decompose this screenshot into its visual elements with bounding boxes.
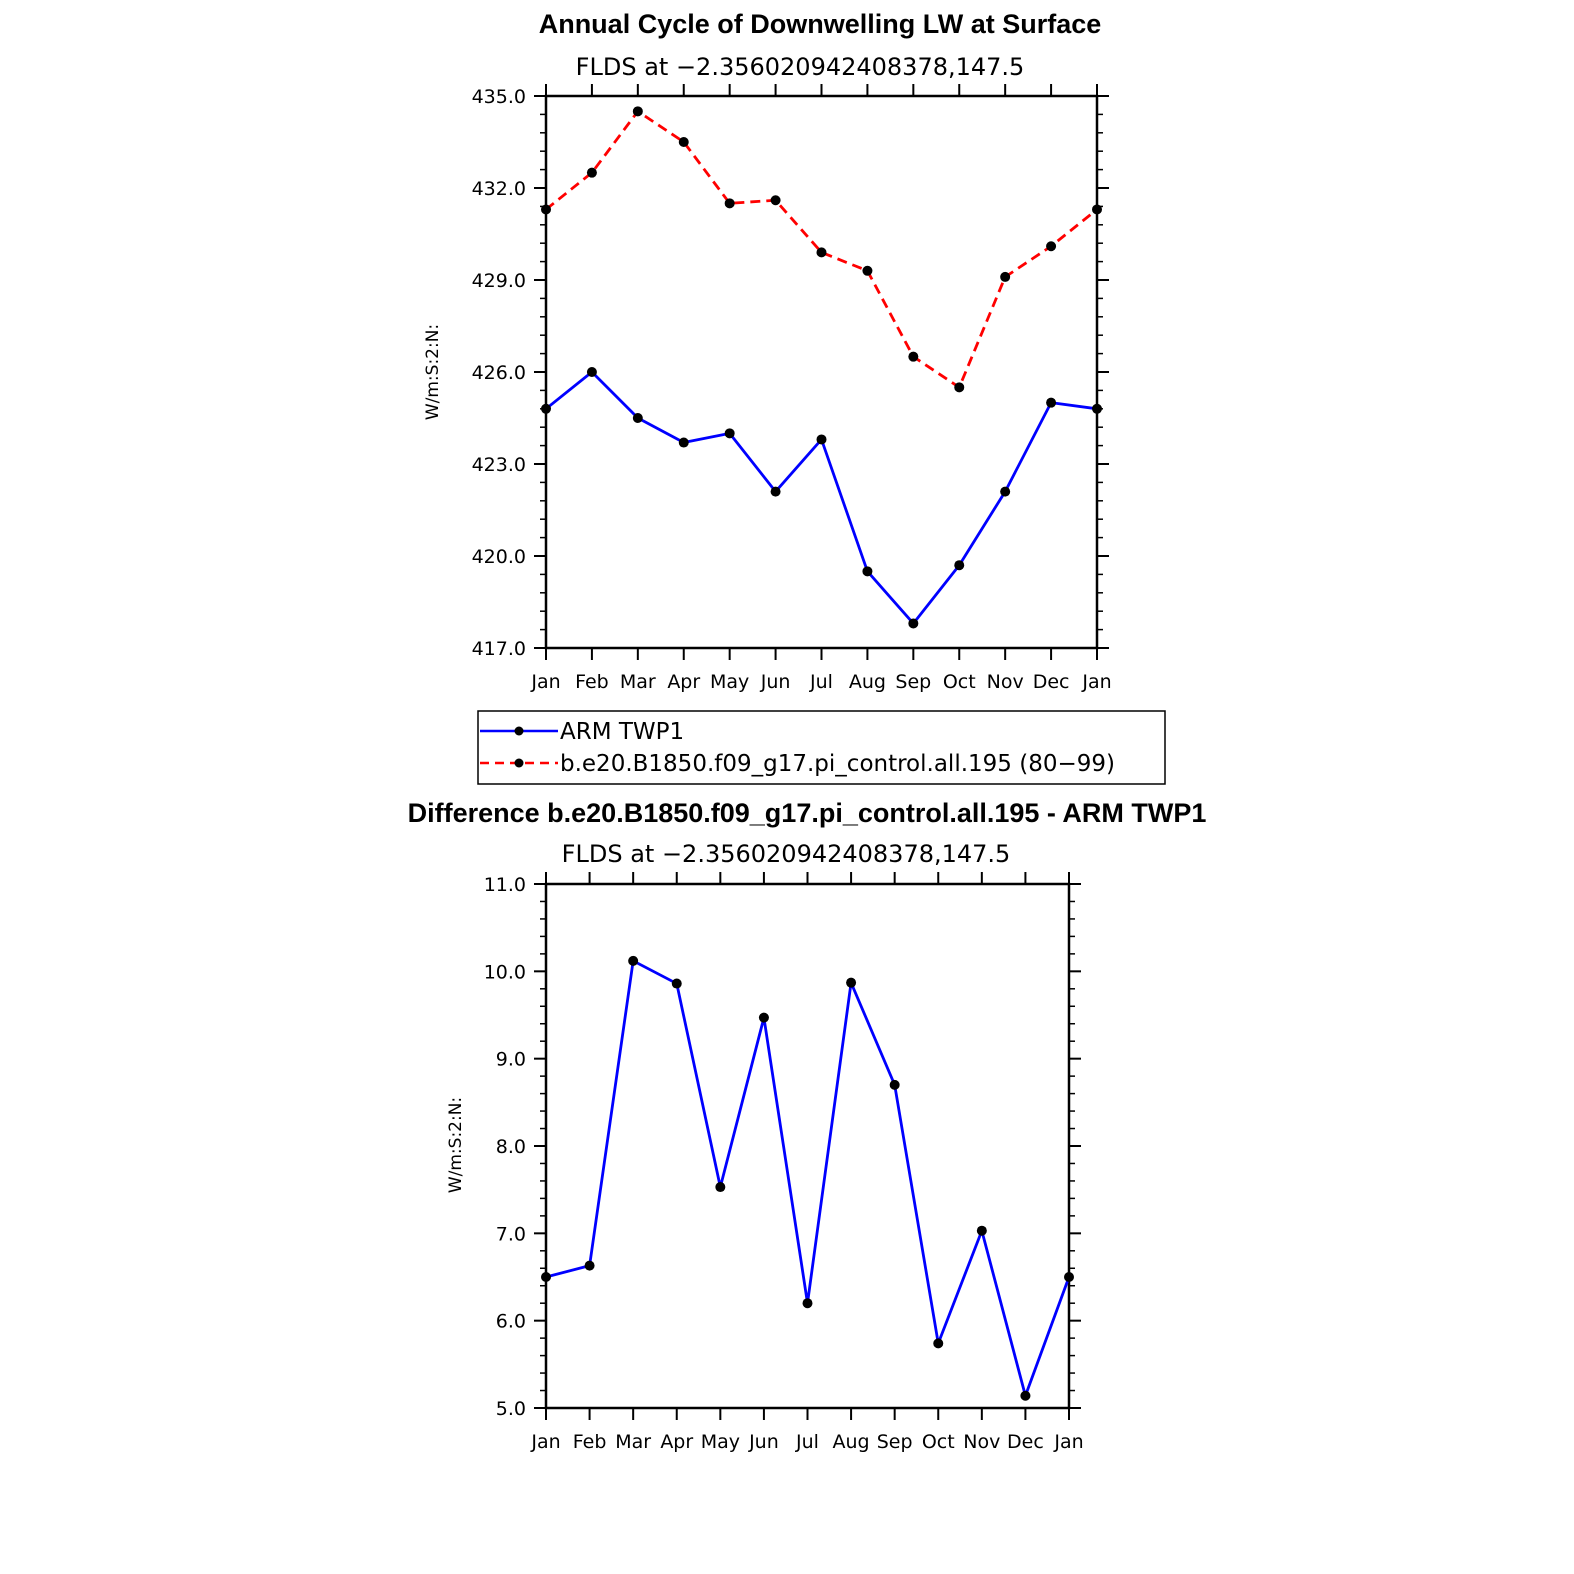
chart-1-x-tick-label: Apr: [667, 671, 700, 693]
chart-1-series-1-point: [632, 106, 643, 117]
chart-2-title: Difference b.e20.B1850.f09_g17.pi_contro…: [408, 798, 1207, 828]
chart-1-y-tick-label: 420.0: [472, 546, 526, 568]
chart-1-y-tick-label: 426.0: [472, 362, 526, 384]
chart-1-series-1-point: [1046, 241, 1057, 252]
chart-1-series-0-point: [1046, 397, 1057, 408]
chart-1-series-1-point: [816, 247, 827, 258]
legend-label-arm: ARM TWP1: [560, 719, 684, 745]
chart-1-plot-area: Jan Feb Mar Apr May Jun Jul Aug Sep Oct Nov Dec Jan4…: [472, 84, 1112, 693]
chart-2-series-0-point: [802, 1298, 813, 1309]
chart-1-subtitle: FLDS at −2.356020942408378,147.5: [576, 53, 1025, 81]
legend-marker-arm: [514, 726, 524, 736]
chart-2-y-tick-label: 6.0: [496, 1311, 526, 1333]
chart-2-x-tick-label: Jan: [530, 1431, 560, 1453]
chart-1-series-0-point: [678, 437, 689, 448]
chart-1-series-1-point: [724, 198, 735, 209]
chart-1-x-tick-label: Dec: [1033, 671, 1070, 693]
chart-1-series-0-point: [724, 428, 735, 439]
legend-label-model: b.e20.B1850.f09_g17.pi_control.all.195 (…: [560, 751, 1115, 777]
chart-2-x-tick-label: Jan: [1053, 1431, 1083, 1453]
chart-1-y-tick-label: 435.0: [472, 86, 526, 108]
chart-1-series-0-point: [1092, 403, 1102, 414]
chart-2-series-0-point: [584, 1260, 595, 1271]
chart-2-y-tick-label: 10.0: [484, 961, 526, 983]
chart-2-series-0-point: [671, 978, 682, 989]
chart-2-plot-area: Jan Feb Mar Apr May Jun Jul Aug Sep Oct Nov Dec Jan5…: [484, 872, 1084, 1453]
chart-2-series-0-point: [1020, 1390, 1031, 1401]
chart-1-series-0-point: [770, 486, 781, 497]
chart-1-x-tick-label: Mar: [620, 671, 656, 693]
legend-marker-model: [514, 758, 524, 768]
chart-2-x-tick-label: Apr: [660, 1431, 693, 1453]
chart-1-y-tick-label: 417.0: [472, 638, 526, 660]
chart-1-x-tick-label: Feb: [575, 671, 609, 693]
chart-2-x-tick-label: Jul: [795, 1431, 819, 1453]
chart-1-y-tick-label: 423.0: [472, 454, 526, 476]
chart-1-series-0-point: [1000, 486, 1011, 497]
chart-2-x-tick-label: Sep: [877, 1431, 913, 1453]
chart-1-x-tick-label: Oct: [943, 671, 976, 693]
chart-2-x-tick-label: Mar: [615, 1431, 651, 1453]
chart-2-y-tick-label: 5.0: [496, 1398, 526, 1420]
chart-1-series-0-point: [908, 618, 919, 629]
chart-2-series-0-point: [889, 1079, 900, 1090]
chart-2-series-0-point: [933, 1338, 944, 1349]
chart-1-series-0-line: [545, 370, 1098, 625]
chart-1-series-0-point: [632, 413, 643, 423]
chart-1-series-0-point: [862, 566, 873, 577]
chart-1-x-tick-label: Aug: [849, 671, 886, 693]
chart-2-series-0-point: [976, 1225, 987, 1236]
chart-2-series-0-point: [628, 955, 639, 966]
chart-1-x-tick-label: Sep: [895, 671, 931, 693]
chart-1-series-0-point: [586, 367, 597, 377]
legend-box: [477, 710, 1166, 785]
chart-1-y-axis-label: W/m:S:2:N:: [423, 324, 443, 420]
chart-1-legend: ARM TWP1 b.e20.B1850.f09_g17.pi_control.…: [477, 710, 1166, 785]
chart-2-y-tick-label: 7.0: [496, 1223, 526, 1245]
chart-1-series-1-point: [586, 167, 597, 178]
chart-2-x-tick-label: May: [701, 1431, 740, 1453]
chart-1-x-tick-label: Jan: [530, 671, 560, 693]
chart-2-y-axis-label: W/m:S:2:N:: [446, 1097, 466, 1193]
chart-2-x-tick-label: Aug: [833, 1431, 870, 1453]
chart-1-series-0-point: [541, 403, 551, 414]
chart-1-series-0-point: [954, 560, 965, 571]
chart-1-frame: [544, 94, 1099, 650]
chart-2-x-tick-label: Feb: [573, 1431, 607, 1453]
chart-1-x-tick-label: Jun: [760, 671, 791, 693]
chart-1-series-1-point: [541, 204, 551, 215]
chart-1-y-tick-label: 429.0: [472, 270, 526, 292]
chart-2-series-0-line: [545, 959, 1071, 1398]
chart-2-subtitle: FLDS at −2.356020942408378,147.5: [562, 840, 1011, 868]
chart-2-x-tick-label: Oct: [922, 1431, 955, 1453]
chart-1-series-1-point: [908, 351, 919, 362]
chart-2-x-tick-label: Nov: [963, 1431, 1000, 1453]
chart-1-series-1-point: [770, 195, 781, 206]
chart-2-y-tick-label: 9.0: [496, 1049, 526, 1071]
chart-2-x-tick-label: Jun: [748, 1431, 779, 1453]
chart-1-series-1-point: [1000, 271, 1011, 282]
chart-1-series-1-point: [1092, 204, 1102, 215]
chart-2-frame: [544, 882, 1071, 1410]
chart-1-series-1-point: [678, 137, 689, 147]
chart-2-x-tick-label: Dec: [1007, 1431, 1044, 1453]
chart-1-series-1-point: [862, 265, 873, 276]
chart-1-series-1-point: [954, 382, 965, 393]
chart-1-x-tick-label: Jul: [809, 671, 833, 693]
chart-1-x-tick-label: Nov: [987, 671, 1024, 693]
chart-2-series-0-point: [1064, 1272, 1074, 1282]
chart-2-series-0-point: [846, 977, 857, 988]
chart-2-series-0-point: [541, 1272, 551, 1282]
chart-2-series-0-point: [715, 1182, 726, 1193]
chart-2-series-0-point: [758, 1012, 769, 1023]
chart-1-x-tick-label: May: [710, 671, 749, 693]
chart-1-y-tick-label: 432.0: [472, 178, 526, 200]
chart-1-x-tick-label: Jan: [1081, 671, 1111, 693]
chart-1-title: Annual Cycle of Downwelling LW at Surfac…: [539, 9, 1102, 39]
chart-1-series-0-point: [816, 434, 827, 445]
chart-2-y-tick-label: 8.0: [496, 1136, 526, 1158]
chart-2-y-tick-label: 11.0: [484, 874, 526, 896]
